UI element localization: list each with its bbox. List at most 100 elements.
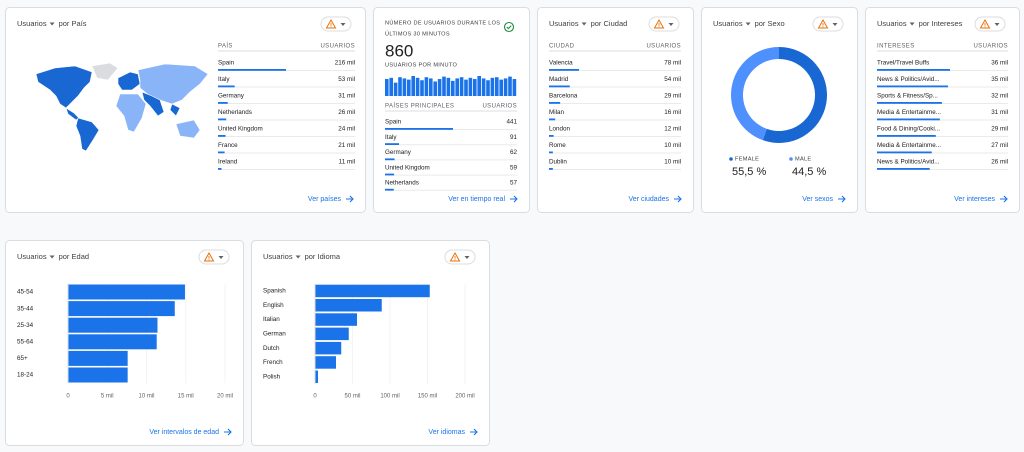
link-arrow[interactable] <box>470 428 478 436</box>
bar <box>315 299 382 312</box>
map-region-europe <box>117 71 141 91</box>
card-title[interactable]: Usuarios <box>263 252 293 261</box>
bar <box>68 284 185 300</box>
x-tick-label: 100 mil <box>380 394 399 400</box>
y-tick-label: Spanish <box>263 288 286 295</box>
row-value: 36 mil <box>991 60 1008 67</box>
row-bar <box>385 143 400 145</box>
minute-bar <box>385 79 389 96</box>
row-value: 216 mil <box>335 60 355 67</box>
card-title[interactable]: Usuarios <box>713 19 743 28</box>
y-tick-label: French <box>263 359 283 366</box>
minute-bar <box>393 82 398 96</box>
row-label: Netherlands <box>218 109 252 116</box>
row-label: Dublin <box>549 159 567 166</box>
row-value: 441 <box>506 119 517 126</box>
map-region-south-america <box>75 117 100 152</box>
compare-button[interactable] <box>812 16 844 32</box>
row-label: Germany <box>385 149 412 156</box>
card-link[interactable]: Ver sexos <box>802 196 833 203</box>
row-value: 26 mil <box>991 159 1008 166</box>
row-value: 10 mil <box>664 142 681 149</box>
donut-slice <box>762 47 828 143</box>
compare-button[interactable] <box>974 16 1006 32</box>
card-subtitle: por Ciudad <box>591 19 628 28</box>
row-label: Milan <box>549 109 565 116</box>
warning-icon <box>979 18 991 29</box>
row-value: 26 mil <box>338 109 355 116</box>
dropdown-arrow[interactable] <box>745 22 751 26</box>
minute-bar <box>459 77 464 96</box>
dropdown-arrow[interactable] <box>49 22 55 26</box>
row-bar <box>549 168 553 170</box>
legend-label: FEMALE <box>735 156 759 162</box>
card-title[interactable]: Usuarios <box>17 19 47 28</box>
compare-button[interactable] <box>444 249 476 265</box>
card-link[interactable]: Ver en tiempo real <box>448 196 505 203</box>
dropdown-arrow <box>340 23 346 26</box>
card-link[interactable]: Ver ciudades <box>629 196 670 203</box>
minute-bar <box>481 78 486 96</box>
link-arrow[interactable] <box>346 195 354 203</box>
row-label: Barcelona <box>549 93 578 100</box>
y-tick-label: 35-44 <box>17 305 34 312</box>
card-link[interactable]: Ver idiomas <box>428 429 465 436</box>
row-label: Valencia <box>549 60 573 67</box>
compare-button[interactable] <box>648 16 680 32</box>
x-tick-label: 20 mil <box>217 394 233 400</box>
row-value: 53 mil <box>338 76 355 83</box>
dropdown-arrow[interactable] <box>295 255 301 259</box>
card-link[interactable]: Ver intervalos de edad <box>149 429 219 436</box>
realtime-total: 860 <box>385 41 413 60</box>
y-tick-label: Dutch <box>263 345 280 352</box>
card-title[interactable]: Usuarios <box>17 252 47 261</box>
y-tick-label: 45-54 <box>17 289 34 296</box>
minute-bar <box>446 77 451 96</box>
row-bar <box>549 118 556 121</box>
link-arrow[interactable] <box>674 195 682 203</box>
map-region-africa <box>115 93 147 133</box>
map-region-australia <box>175 119 201 139</box>
card-title[interactable]: Usuarios <box>549 19 579 28</box>
dropdown-arrow[interactable] <box>581 22 587 26</box>
row-label: Sports & Fitness/Sp... <box>877 93 938 100</box>
row-bar <box>218 151 225 154</box>
card-title[interactable]: Usuarios <box>877 19 907 28</box>
minute-bar <box>512 79 517 96</box>
dropdown-arrow[interactable] <box>909 22 915 26</box>
row-value: 62 <box>510 149 518 156</box>
y-tick-label: 65+ <box>17 355 28 362</box>
minute-bar <box>429 78 433 96</box>
y-tick-label: 25-34 <box>17 322 34 329</box>
minute-bar <box>389 77 393 96</box>
bar <box>315 356 336 369</box>
link-arrow[interactable] <box>838 195 846 203</box>
minute-bar <box>415 77 420 96</box>
status-check <box>506 25 512 30</box>
row-value: 35 mil <box>991 76 1008 83</box>
compare-button[interactable] <box>198 249 230 265</box>
minute-bar <box>402 78 407 96</box>
card-link[interactable]: Ver intereses <box>954 196 995 203</box>
compare-button[interactable] <box>320 16 352 32</box>
minute-bar <box>473 79 477 96</box>
legend-value: 44,5 % <box>792 166 826 178</box>
bar <box>68 334 157 350</box>
card-link[interactable]: Ver países <box>308 196 342 203</box>
row-label: Madrid <box>549 76 569 83</box>
row-label: Spain <box>385 119 402 126</box>
minute-bar <box>433 81 437 96</box>
link-arrow[interactable] <box>224 428 232 436</box>
x-tick-label: 200 mil <box>455 394 474 400</box>
bar <box>315 370 318 383</box>
link-arrow[interactable] <box>1000 195 1008 203</box>
row-bar <box>385 128 453 130</box>
row-bar <box>549 135 554 137</box>
card-title: NÚMERO DE USUARIOS DURANTE LOS <box>385 19 500 26</box>
dropdown-arrow[interactable] <box>49 255 55 259</box>
link-arrow[interactable] <box>510 195 518 203</box>
row-bar <box>877 85 948 88</box>
donut-slice <box>731 47 779 141</box>
minute-bar <box>495 77 499 96</box>
row-label: News & Politics/Avid... <box>877 159 940 166</box>
